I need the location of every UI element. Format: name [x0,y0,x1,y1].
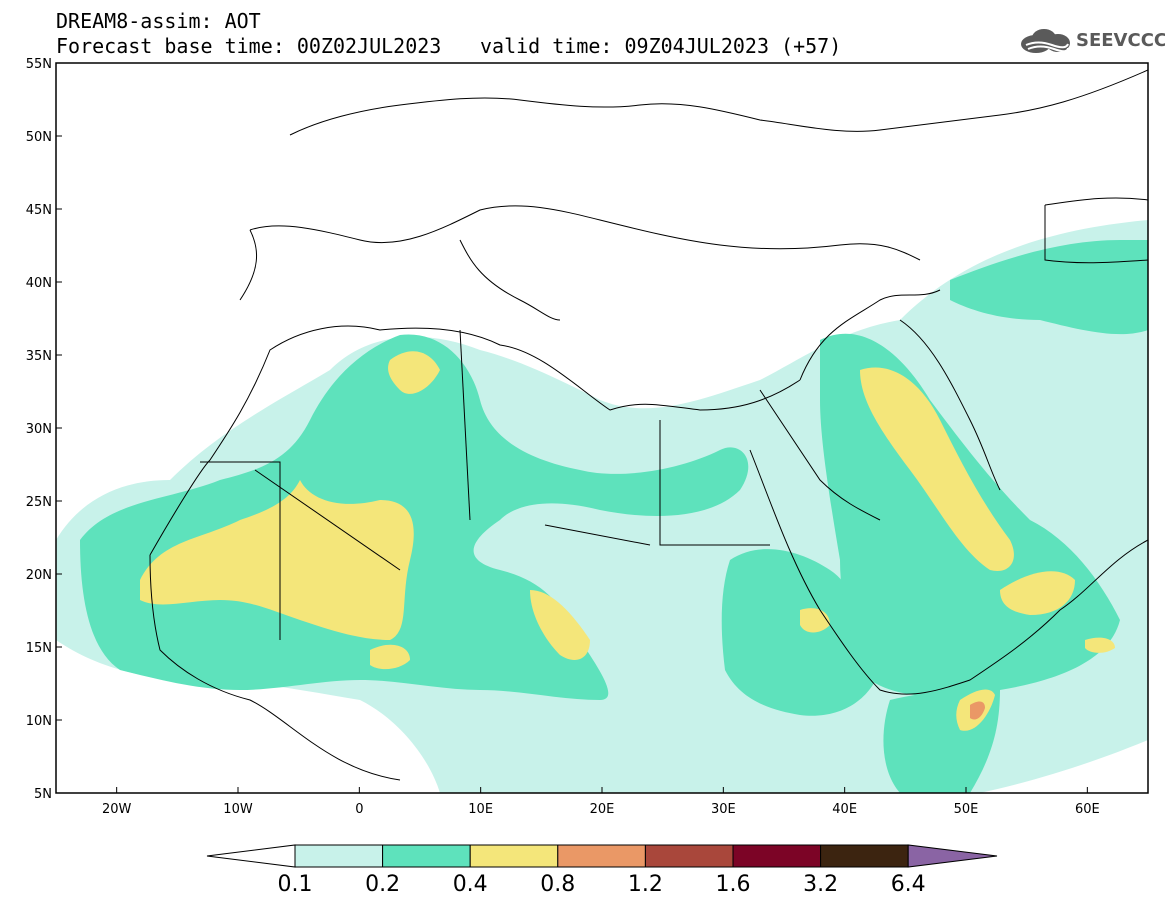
aot-map: 55N 50N 45N 40N 35N 30N 25N 20N 15N 10N 5N 20W 10W 0… [26,57,1149,817]
aot-level-4 [970,701,985,720]
colorbar-box [469,844,559,868]
lat-label: 40N [26,276,52,291]
lat-label: 30N [26,422,52,437]
lat-label: 25N [26,495,52,510]
map-title: DREAM8-assim: AOT [56,9,261,33]
colorbar-box [732,844,822,868]
colorbar-label: 3.2 [803,872,838,897]
lat-label: 5N [34,787,52,802]
colorbar-box [644,844,734,868]
aot-field [56,220,1148,793]
lat-label: 45N [26,203,52,218]
lon-label: 60E [1075,802,1100,817]
lat-label: 35N [26,349,52,364]
colorbar-boxes [206,844,998,868]
lon-label: 10E [468,802,493,817]
colorbar-labels: 0.1 0.2 0.4 0.8 1.2 1.6 3.2 6.4 [278,872,926,897]
lon-label: 0 [355,802,363,817]
colorbar-label: 6.4 [891,872,926,897]
colorbar: 0.1 0.2 0.4 0.8 1.2 1.6 3.2 6.4 [206,844,998,897]
aot-level-3 [140,351,1115,731]
colorbar-label: 0.8 [540,872,575,897]
lon-label: 10W [223,802,253,817]
lat-label: 20N [26,568,52,583]
colorbar-box [557,844,646,868]
lon-label: 30E [711,802,736,817]
cloud-logo-icon [1021,29,1070,53]
colorbar-low-extend [206,844,296,868]
forecast-base-time: Forecast base time: 00Z02JUL2023 [56,34,442,58]
lon-label: 20E [590,802,615,817]
valid-time: valid time: 09Z04JUL2023 (+57) [480,34,842,58]
longitude-axis: 20W 10W 0 10E 20E 30E 40E 50E 60E [102,787,1100,817]
lat-label: 55N [26,57,52,72]
lon-label: 20W [102,802,132,817]
logo-text: SEEVCCC [1076,30,1165,51]
colorbar-label: 0.4 [453,872,488,897]
colorbar-box [382,844,471,868]
latitude-axis: 55N 50N 45N 40N 35N 30N 25N 20N 15N 10N 5N [26,57,62,802]
lat-label: 15N [26,641,52,656]
country-borders [149,69,1148,781]
lat-label: 10N [26,714,52,729]
colorbar-label: 1.6 [716,872,751,897]
colorbar-box [294,844,384,868]
colorbar-box [820,844,909,868]
colorbar-high-extend [907,844,998,868]
colorbar-label: 0.1 [278,872,313,897]
lon-label: 50E [954,802,979,817]
colorbar-label: 0.2 [365,872,400,897]
lat-label: 50N [26,130,52,145]
lon-label: 40E [832,802,857,817]
colorbar-label: 1.2 [628,872,663,897]
